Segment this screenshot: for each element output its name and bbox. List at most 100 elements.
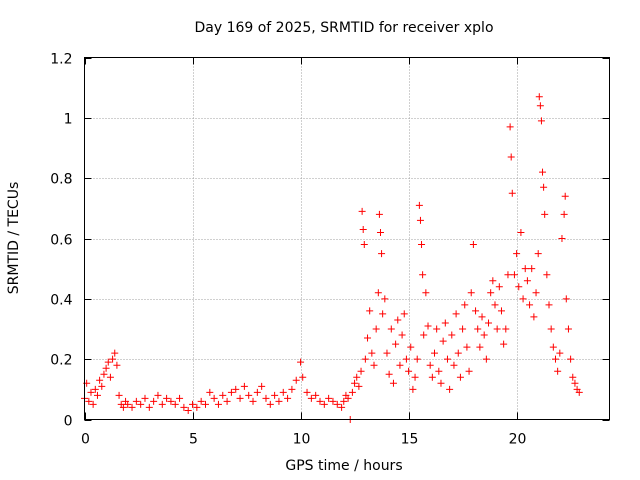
data-point (98, 382, 106, 390)
data-point (329, 397, 337, 405)
data-point (554, 367, 562, 375)
data-point (474, 325, 482, 333)
data-point (379, 310, 387, 318)
data-point (558, 235, 566, 242)
y-tick-labels: 0 0.2 0.4 0.6 0.8 1 1.2 (50, 52, 72, 430)
data-point (201, 400, 209, 408)
data-point (571, 379, 579, 387)
data-point (141, 394, 149, 402)
data-point (409, 385, 417, 393)
data-point (534, 250, 542, 258)
data-point (394, 316, 402, 324)
data-point (441, 319, 449, 327)
data-point (266, 400, 274, 408)
data-point (214, 400, 222, 408)
y-tick-label: 1.2 (50, 52, 72, 68)
data-point (288, 385, 296, 393)
chart-title: Day 169 of 2025, SRMTID for receiver xpl… (194, 20, 493, 36)
data-point (459, 325, 467, 333)
data-point (137, 400, 145, 408)
data-point (385, 370, 393, 378)
data-point (279, 388, 287, 396)
data-point (478, 313, 486, 321)
data-point (375, 210, 383, 218)
data-point (493, 325, 501, 333)
data-point (348, 388, 356, 396)
data-point (536, 102, 544, 110)
data-point (537, 117, 545, 125)
data-point (271, 391, 279, 399)
x-tick-label: 0 (81, 432, 90, 448)
data-point (532, 289, 540, 297)
data-point (569, 373, 577, 381)
data-point (556, 349, 564, 357)
data-point (420, 331, 428, 339)
data-point (396, 361, 404, 369)
data-point (526, 301, 534, 309)
data-point (316, 397, 324, 405)
data-point (443, 355, 451, 363)
data-point (463, 343, 471, 351)
data-point (547, 325, 555, 333)
data-point (528, 265, 536, 273)
data-point (303, 388, 311, 396)
y-tick-label: 0.8 (50, 172, 72, 188)
data-point (333, 400, 341, 408)
data-point (359, 225, 367, 233)
data-point (171, 400, 179, 408)
data-point (562, 295, 570, 303)
data-point (433, 325, 441, 333)
data-point (366, 307, 374, 315)
data-point (113, 361, 121, 369)
y-tick-label: 0.6 (50, 233, 72, 249)
x-tick-labels: 0 5 10 15 20 (81, 432, 526, 448)
data-point (543, 271, 551, 279)
data-point (389, 379, 397, 387)
data-point (419, 271, 427, 279)
y-axis-label: SRMTID / TECUs (6, 182, 22, 295)
x-tick-label: 20 (509, 432, 527, 448)
data-point (383, 349, 391, 357)
data-point (416, 216, 424, 224)
data-point (100, 370, 108, 378)
data-point (132, 397, 140, 405)
data-point (372, 325, 380, 333)
data-point (519, 295, 527, 303)
data-point (387, 325, 395, 333)
data-point (87, 388, 95, 396)
x-axis-label: GPS time / hours (285, 458, 402, 474)
data-point (500, 340, 508, 348)
data-point (398, 331, 406, 339)
data-point (150, 397, 158, 405)
data-point (358, 207, 366, 215)
data-point (357, 367, 365, 375)
data-point (364, 334, 372, 342)
x-tick-label: 5 (189, 432, 198, 448)
data-point (262, 394, 270, 402)
data-point (353, 373, 361, 381)
data-point (96, 376, 104, 384)
data-point (497, 307, 505, 315)
data-point (245, 391, 253, 399)
y-tick-label: 0.4 (50, 293, 72, 309)
data-point (154, 391, 162, 399)
data-point (491, 301, 499, 309)
data-point (104, 358, 112, 366)
data-point (508, 189, 516, 197)
data-point (376, 228, 384, 236)
y-tick-label: 0 (64, 414, 73, 430)
data-point (167, 397, 175, 405)
data-point (312, 391, 320, 399)
data-point (575, 388, 583, 396)
data-point (407, 343, 415, 351)
data-point (227, 388, 235, 396)
x-tick-label: 10 (293, 432, 311, 448)
data-point (193, 403, 201, 411)
data-point (249, 397, 257, 405)
data-point (405, 367, 413, 375)
data-point (469, 241, 477, 249)
data-point (232, 385, 240, 393)
data-point (465, 367, 473, 375)
data-points (81, 93, 583, 423)
data-point (452, 310, 460, 318)
